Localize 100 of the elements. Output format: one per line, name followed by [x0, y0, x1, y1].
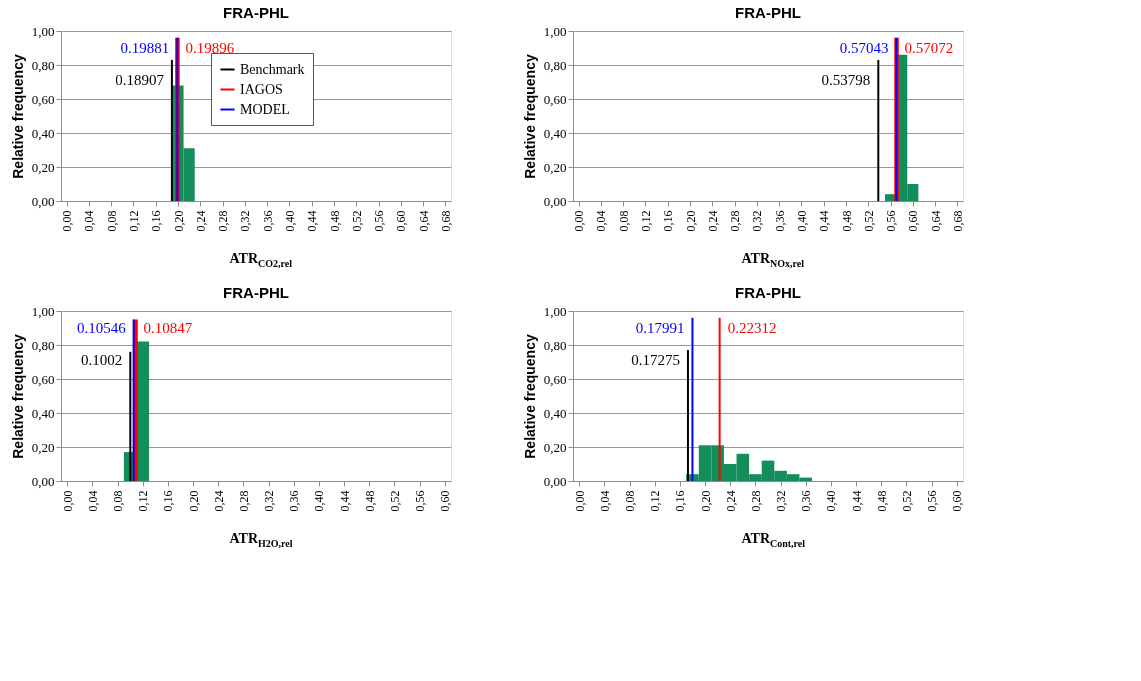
x-tick-label: 0,08	[111, 490, 126, 512]
y-tick-label: 1,00	[31, 23, 55, 39]
x-tick-label: 0,36	[772, 210, 787, 232]
y-tick-label: 0,60	[31, 91, 55, 107]
x-tick-label: 0,08	[616, 210, 631, 232]
x-tick-label: 0,04	[597, 490, 612, 512]
x-tick-label: 0,24	[193, 210, 208, 232]
x-tick-label: 0,60	[438, 490, 453, 512]
x-tick-label: 0,40	[794, 210, 809, 232]
x-tick-label: 0,48	[327, 210, 342, 232]
y-tick-label: 0,20	[543, 439, 567, 455]
x-tick-label: 0,00	[60, 490, 75, 512]
x-tick-label: 0,00	[572, 210, 587, 232]
y-axis-title: Relative frequency	[9, 334, 26, 459]
annotation: 0.17991	[635, 320, 685, 336]
x-tick-label: 0,12	[126, 210, 141, 232]
x-tick-label: 0,04	[85, 490, 100, 512]
x-tick-label: 0,56	[413, 490, 428, 512]
chart-title: FRA-PHL	[223, 4, 289, 21]
annotation: 0.19881	[120, 40, 170, 56]
y-tick-label: 1,00	[543, 23, 567, 39]
x-tick-label: 0,44	[817, 210, 832, 232]
x-tick-label: 0,24	[211, 490, 226, 512]
x-tick-label: 0,28	[728, 210, 743, 232]
y-tick-label: 0,40	[543, 405, 567, 421]
x-tick-label: 0,56	[884, 210, 899, 232]
x-tick-label: 0,48	[874, 490, 889, 512]
x-tick-label: 0,48	[362, 490, 377, 512]
x-tick-label: 0,20	[698, 490, 713, 512]
y-tick-label: 0,80	[543, 337, 567, 353]
y-tick-label: 0,20	[543, 159, 567, 175]
x-tick-label: 0,28	[216, 210, 231, 232]
x-tick-label: 0,52	[387, 490, 402, 512]
x-tick-label: 0,28	[236, 490, 251, 512]
legend-label: IAGOS	[240, 81, 283, 97]
annotation: 0.57043	[839, 40, 889, 56]
x-tick-label: 0,16	[673, 490, 688, 512]
annotation: 0.53798	[821, 72, 871, 89]
x-tick-label: 0,40	[824, 490, 839, 512]
legend-label: MODEL	[240, 101, 290, 117]
annotation: 0.17275	[631, 352, 680, 369]
x-tick-label: 0,32	[750, 210, 765, 232]
y-tick-label: 0,20	[31, 439, 55, 455]
x-tick-label: 0,56	[372, 210, 387, 232]
x-tick-label: 0,12	[648, 490, 663, 512]
y-tick-label: 0,00	[543, 193, 567, 209]
annotation: 0.18907	[115, 72, 165, 89]
x-tick-label: 0,40	[312, 490, 327, 512]
annotation: 0.57072	[904, 40, 954, 56]
y-tick-label: 0,80	[31, 337, 55, 353]
x-tick-label: 0,16	[661, 210, 676, 232]
x-tick-label: 0,04	[82, 210, 97, 232]
x-tick-label: 0,16	[149, 210, 164, 232]
y-tick-label: 0,00	[31, 473, 55, 489]
x-tick-label: 0,32	[774, 490, 789, 512]
x-tick-label: 0,28	[748, 490, 763, 512]
annotation: 0.10546	[76, 320, 127, 336]
x-tick-label: 0,44	[305, 210, 320, 232]
y-tick-label: 0,80	[31, 57, 55, 73]
y-axis-title: Relative frequency	[9, 54, 26, 179]
x-tick-label: 0,20	[186, 490, 201, 512]
annotation: 0.1002	[81, 352, 123, 369]
y-tick-label: 1,00	[543, 303, 567, 319]
y-tick-label: 0,40	[543, 125, 567, 141]
x-tick-label: 0,32	[238, 210, 253, 232]
x-tick-label: 0,08	[104, 210, 119, 232]
x-tick-label: 0,04	[594, 210, 609, 232]
x-tick-label: 0,08	[623, 490, 638, 512]
annotation: 0.10847	[143, 320, 193, 336]
x-tick-label: 0,32	[262, 490, 277, 512]
y-tick-label: 1,00	[31, 303, 55, 319]
x-tick-label: 0,12	[638, 210, 653, 232]
x-tick-label: 0,20	[683, 210, 698, 232]
x-tick-label: 0,64	[416, 210, 431, 232]
x-tick-label: 0,56	[925, 490, 940, 512]
x-tick-label: 0,52	[861, 210, 876, 232]
x-tick-label: 0,60	[906, 210, 921, 232]
chart-title: FRA-PHL	[735, 4, 801, 21]
annotation: 0.19896	[185, 40, 235, 56]
y-tick-label: 0,40	[31, 405, 55, 421]
x-tick-label: 0,68	[438, 210, 453, 232]
x-tick-label: 0,44	[849, 490, 864, 512]
x-tick-label: 0,60	[950, 490, 965, 512]
x-tick-label: 0,36	[260, 210, 275, 232]
x-tick-label: 0,60	[394, 210, 409, 232]
y-axis-title: Relative frequency	[521, 54, 538, 179]
legend-label: Benchmark	[240, 61, 305, 77]
y-axis-title: Relative frequency	[521, 334, 538, 459]
chart-title: FRA-PHL	[223, 284, 289, 301]
x-tick-label: 0,00	[60, 210, 75, 232]
x-tick-label: 0,36	[287, 490, 302, 512]
x-tick-label: 0,64	[928, 210, 943, 232]
x-tick-label: 0,40	[282, 210, 297, 232]
x-tick-label: 0,00	[572, 490, 587, 512]
y-tick-label: 0,00	[543, 473, 567, 489]
y-tick-label: 0,20	[31, 159, 55, 175]
x-tick-label: 0,36	[799, 490, 814, 512]
annotation: 0.22312	[727, 320, 777, 336]
y-tick-label: 0,40	[31, 125, 55, 141]
x-tick-label: 0,16	[161, 490, 176, 512]
